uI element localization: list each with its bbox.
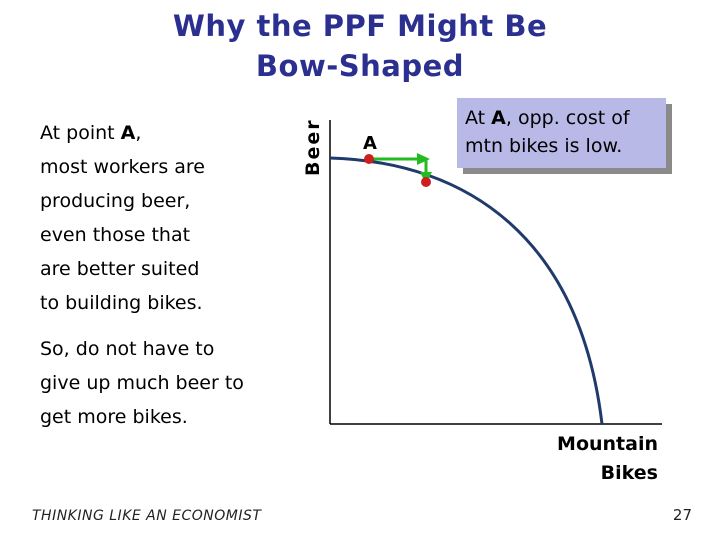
callout-bold-a: A [491, 107, 506, 129]
para1-line-1: At point A, [40, 116, 300, 150]
point-a-bold: A [120, 122, 136, 144]
para2-line-2: give up much beer to [40, 372, 244, 394]
point-a-label: A [363, 133, 377, 154]
page-number: 27 [672, 506, 692, 524]
point-b-marker [421, 177, 431, 187]
title-line-1: Why the PPF Might Be [172, 9, 548, 43]
paragraph-2: So, do not have to give up much beer to … [40, 332, 300, 434]
callout-suffix: , opp. cost of [505, 107, 630, 129]
x-axis-label-line-2: Bikes [600, 462, 658, 484]
para1-line-3: producing beer, [40, 190, 191, 212]
point-a-marker [364, 154, 374, 164]
callout-prefix: At [465, 107, 492, 129]
title-line-2: Bow-Shaped [255, 49, 465, 83]
paragraph-1: At point A, most workers are producing b… [40, 116, 300, 320]
x-axis-label: Mountain Bikes [540, 430, 658, 488]
ppf-curve [329, 156, 604, 425]
slide-title: Why the PPF Might Be Bow-Shaped [40, 6, 680, 86]
para1-line-5: are better suited [40, 258, 200, 280]
beer-axis-label: Beer [302, 118, 324, 176]
callout-box: At A, opp. cost of mtn bikes is low. [457, 98, 666, 168]
para2-line-3: get more bikes. [40, 406, 188, 428]
horizontal-arrow-head [417, 153, 430, 165]
callout-line-2: mtn bikes is low. [465, 135, 623, 157]
line1-prefix: At point [40, 122, 121, 144]
callout-line-1: At A, opp. cost of [465, 104, 658, 132]
para1-line-6: to building bikes. [40, 292, 203, 314]
para2-line-1: So, do not have to [40, 338, 215, 360]
para1-line-4: even those that [40, 224, 191, 246]
line1-suffix: , [135, 122, 142, 144]
para1-line-2: most workers are [40, 156, 205, 178]
footer-text: THINKING LIKE AN ECONOMIST [32, 508, 262, 524]
x-axis-label-line-1: Mountain [557, 433, 658, 455]
ppf-chart: Beer A [329, 120, 662, 425]
explanation-text: At point A, most workers are producing b… [40, 116, 300, 434]
